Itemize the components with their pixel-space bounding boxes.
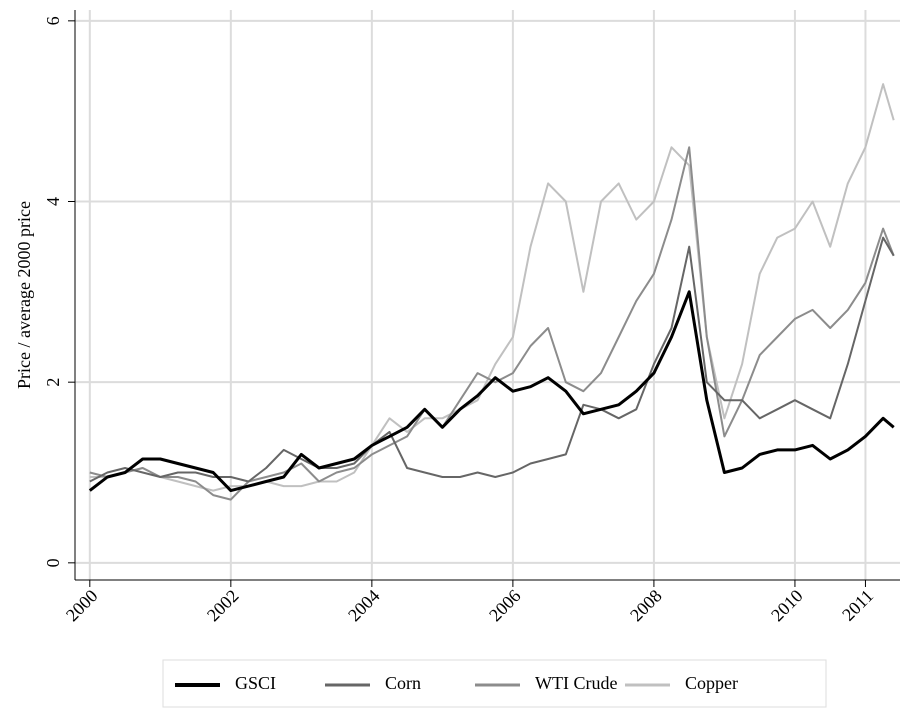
legend-label: Copper [685, 673, 738, 693]
y-tick-label: 4 [43, 197, 63, 206]
series-line [89, 236, 895, 483]
y-tick-label: 0 [43, 558, 63, 567]
legend-label: WTI Crude [535, 673, 617, 693]
legend-label: Corn [385, 673, 421, 693]
series-line [89, 83, 895, 492]
y-axis-label: Price / average 2000 price [14, 201, 34, 389]
legend-label: GSCI [235, 673, 276, 693]
series-line [88, 290, 895, 493]
y-tick-label: 6 [43, 16, 63, 25]
series-line [89, 146, 895, 501]
y-tick-label: 2 [43, 378, 63, 387]
